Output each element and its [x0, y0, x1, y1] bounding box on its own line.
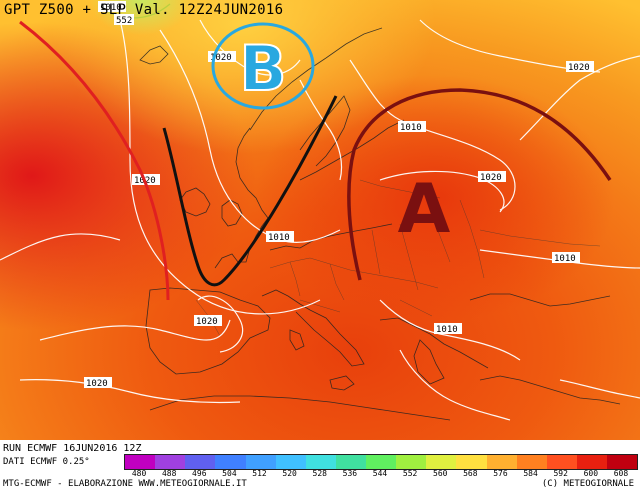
isobar-label-bg: [98, 1, 126, 12]
isobar-label: 1010: [400, 123, 422, 133]
map-title: GPT Z500 + SLP Val. 12Z24JUN2016: [4, 2, 284, 18]
run-info: RUN ECMWF 16JUN2016 12Z: [3, 443, 142, 454]
legend-swatch: [607, 455, 638, 469]
low-pressure-label: B: [239, 32, 286, 105]
isobar-label: 1020: [568, 63, 590, 73]
legend-swatch: [185, 455, 216, 469]
legend-swatch: [215, 455, 246, 469]
isobar-label-bg: [478, 171, 506, 182]
credit-text: MTG-ECMWF - ELABORAZIONE WWW.METEOGIORNA…: [3, 479, 247, 489]
legend-tick-label: 512: [252, 469, 267, 478]
legend-swatch: [305, 455, 336, 469]
isobar-label: 1010: [436, 325, 458, 335]
isobar-label-bg: [566, 61, 594, 72]
legend-tick-label: 520: [282, 469, 297, 478]
legend-tick-label: 504: [222, 469, 237, 478]
legend-swatch: [366, 455, 397, 469]
isobar-label-bg: [434, 323, 462, 334]
legend-swatch: [245, 455, 276, 469]
color-scale-legend: [124, 454, 638, 470]
geopotential-map: 552 1020 1010 1020 1020 1010 1020 1010 1010 1020…: [0, 0, 640, 440]
high-pressure-label: A: [398, 170, 451, 249]
legend-tick-label: 568: [463, 469, 478, 478]
legend-tick-label: 552: [402, 469, 418, 478]
legend-swatch: [155, 455, 186, 469]
isobar-label-bg: [266, 231, 294, 242]
data-source: DATI ECMWF 0.25°: [3, 457, 90, 467]
legend-tick-label: 496: [192, 469, 207, 478]
legend-tick-label: 480: [131, 469, 147, 478]
low-pressure-symbol: B: [211, 22, 315, 110]
isobar-label-bg: [208, 51, 236, 62]
legend-swatch: [275, 455, 306, 469]
isobar-label: 1020: [480, 173, 502, 183]
legend-tick-label: 592: [553, 469, 568, 478]
legend-swatch: [546, 455, 577, 469]
isobar-label: 1020: [196, 317, 218, 327]
isobar-label-bg: [552, 252, 580, 263]
legend-tick-label: 600: [583, 469, 599, 478]
isobar-label-bg: [84, 377, 112, 388]
trough-axis: [162, 95, 338, 287]
arctic-green-area: [0, 0, 640, 440]
isobars: [0, 19, 640, 421]
legend-tick-label: 536: [342, 469, 358, 478]
isobar-label: 1020: [210, 53, 232, 63]
legend-tick-label: 560: [433, 469, 448, 478]
legend-swatch: [576, 455, 607, 469]
legend-swatch: [396, 455, 427, 469]
isobar-label-bg: [194, 315, 222, 326]
isobar-label: 1010: [100, 3, 122, 13]
copyright-text: (C) METEOGIORNALE: [541, 479, 634, 489]
legend-tick-label: 584: [523, 469, 538, 478]
legend-tick-label: 608: [613, 469, 629, 478]
isobar-label: 1010: [554, 254, 576, 264]
legend-swatch: [125, 455, 156, 469]
isobar-label-bg: [398, 121, 426, 132]
isobar-label: 1010: [268, 233, 290, 243]
western-ridge-axis: [19, 20, 170, 301]
legend-tick-label: 488: [161, 469, 177, 478]
country-borders: [195, 179, 601, 337]
isobar-label: 1020: [86, 379, 108, 389]
legend-tick-label: 544: [372, 469, 388, 478]
legend-swatch: [516, 455, 547, 469]
legend-tick-label: 576: [493, 469, 508, 478]
legend-swatch: [456, 455, 487, 469]
legend-tick-label: 528: [312, 469, 327, 478]
legend-swatch: [335, 455, 366, 469]
isobar-label-bg: [132, 174, 160, 185]
contour-552-label: 552: [116, 16, 132, 26]
eastern-ridge-axis: [347, 88, 612, 281]
legend-swatch: [426, 455, 457, 469]
color-scale-ticks: 480 488 496 504 512 520 528 536 544 552 560 568 576 5…: [124, 469, 636, 479]
legend-swatch: [486, 455, 517, 469]
